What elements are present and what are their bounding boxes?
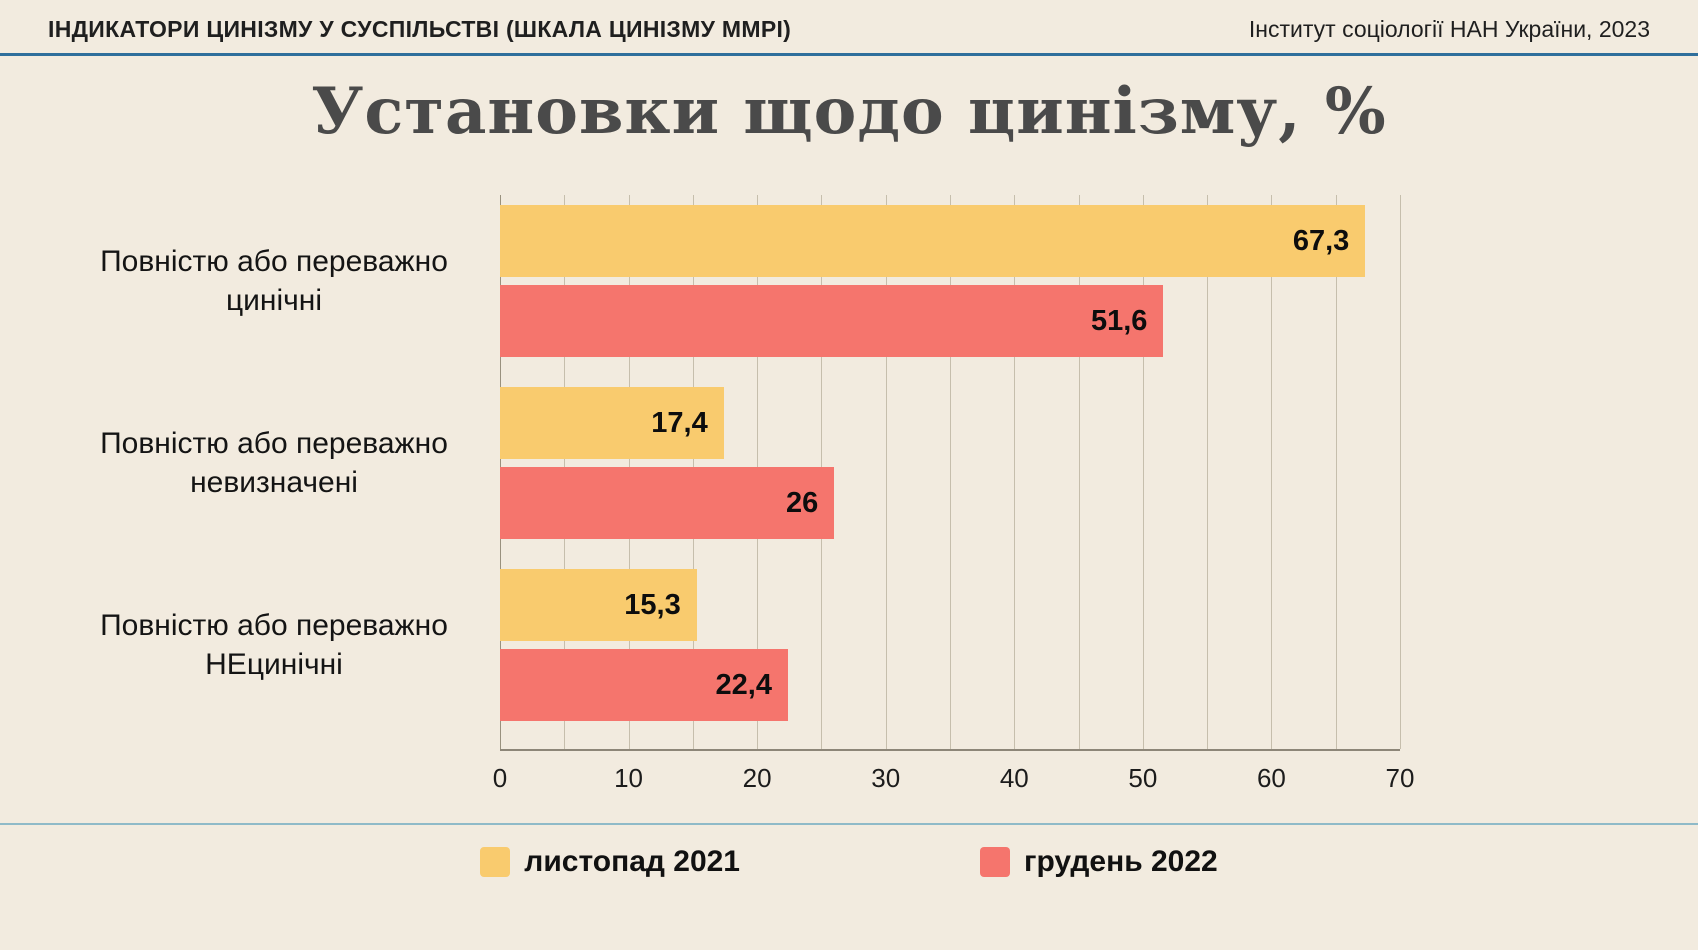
bar: 67,3 xyxy=(500,205,1366,277)
bar-value-label: 67,3 xyxy=(1292,224,1350,257)
gridline xyxy=(1335,195,1337,749)
bar-value-label: 51,6 xyxy=(1090,304,1148,337)
x-tick-label: 10 xyxy=(614,763,644,793)
legend-divider xyxy=(0,823,1698,825)
legend-swatch xyxy=(480,847,511,877)
legend-item: грудень 2022 xyxy=(980,845,1218,879)
legend-swatch xyxy=(980,847,1010,877)
legend-label: листопад 2021 xyxy=(524,845,740,878)
category-labels: Повністю або переважно цинічні Повністю аб… xyxy=(48,195,500,751)
bar-group: 15,3 22,4 xyxy=(500,569,1400,721)
bar-group: 17,4 26 xyxy=(500,387,1400,539)
legend-label: грудень 2022 xyxy=(1024,845,1218,878)
gridline xyxy=(1014,195,1016,749)
bar: 26 xyxy=(500,467,835,539)
bar-value-label: 15,3 xyxy=(624,588,681,621)
category-label: Повністю або переважно НЕцинічні xyxy=(100,609,448,681)
category-label: Повністю або переважно цинічні xyxy=(100,245,448,317)
gridline xyxy=(1271,195,1273,749)
x-axis: 0 10 20 30 40 50 60 70 xyxy=(493,751,1415,797)
bar: 22,4 xyxy=(500,649,788,721)
page-title: Установки щодо цинізму, % xyxy=(311,74,1387,149)
plot-area: 67,3 51,6 17,4 26 15,3 22,4 xyxy=(500,195,1401,751)
gridline xyxy=(1400,195,1401,749)
header-source: Інститут соціології НАН України, 2023 xyxy=(1248,16,1650,42)
gridline xyxy=(950,195,951,749)
gridline xyxy=(1078,195,1080,749)
bar: 15,3 xyxy=(500,569,697,641)
gridline xyxy=(1207,195,1209,749)
x-tick-label: 60 xyxy=(1256,763,1286,793)
chart: Повністю або переважно цинічні Повністю аб… xyxy=(48,195,1698,751)
gridline xyxy=(885,195,887,749)
header-title: ІНДИКАТОРИ ЦИНІЗМУ У СУСПІЛЬСТВІ (ШКАЛА … xyxy=(48,16,792,42)
bar-value-label: 17,4 xyxy=(651,406,708,439)
legend: листопад 2021 грудень 2022 xyxy=(0,845,1698,879)
header-divider xyxy=(0,53,1698,56)
page: ІНДИКАТОРИ ЦИНІЗМУ У СУСПІЛЬСТВІ (ШКАЛА … xyxy=(0,0,1698,879)
x-tick-label: 40 xyxy=(999,763,1029,793)
bar-value-label: 22,4 xyxy=(715,668,772,701)
bar-value-label: 26 xyxy=(786,486,819,519)
x-tick-label: 0 xyxy=(492,763,508,793)
x-tick-label: 50 xyxy=(1128,763,1158,793)
category-label: Повністю або переважно невизначені xyxy=(100,427,448,499)
bar: 51,6 xyxy=(500,285,1164,357)
header: ІНДИКАТОРИ ЦИНІЗМУ У СУСПІЛЬСТВІ (ШКАЛА … xyxy=(0,0,1698,43)
bar-group: 67,3 51,6 xyxy=(500,205,1400,357)
legend-item: листопад 2021 xyxy=(480,845,740,879)
x-tick-label: 70 xyxy=(1385,763,1415,793)
x-tick-label: 30 xyxy=(871,763,901,793)
x-tick-label: 20 xyxy=(742,763,772,793)
bar: 17,4 xyxy=(500,387,724,459)
gridline xyxy=(1142,195,1144,749)
